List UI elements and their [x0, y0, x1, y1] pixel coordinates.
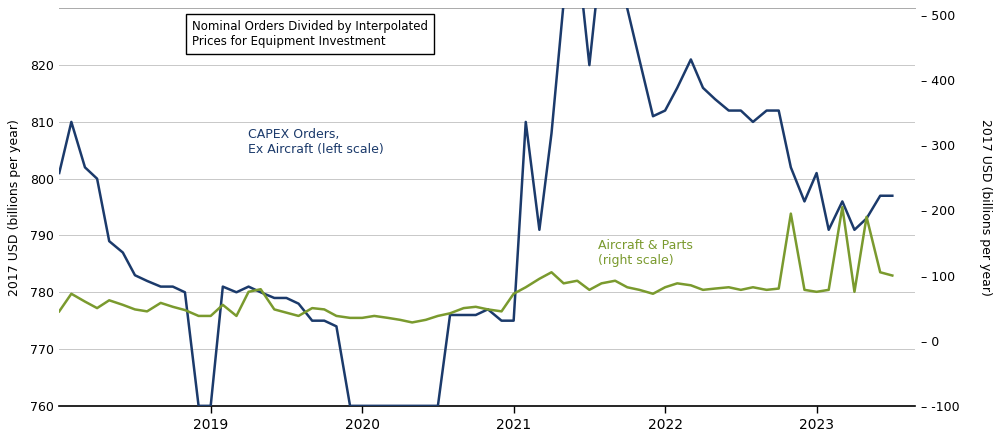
Text: CAPEX Orders,
Ex Aircraft (left scale): CAPEX Orders, Ex Aircraft (left scale) [248, 128, 383, 156]
Y-axis label: 2017 USD (billions per year): 2017 USD (billions per year) [8, 119, 21, 296]
Text: Aircraft & Parts
(right scale): Aircraft & Parts (right scale) [598, 239, 693, 267]
Text: Nominal Orders Divided by Interpolated
Prices for Equipment Investment: Nominal Orders Divided by Interpolated P… [192, 20, 428, 48]
Y-axis label: 2017 USD (billions per year): 2017 USD (billions per year) [979, 119, 992, 296]
